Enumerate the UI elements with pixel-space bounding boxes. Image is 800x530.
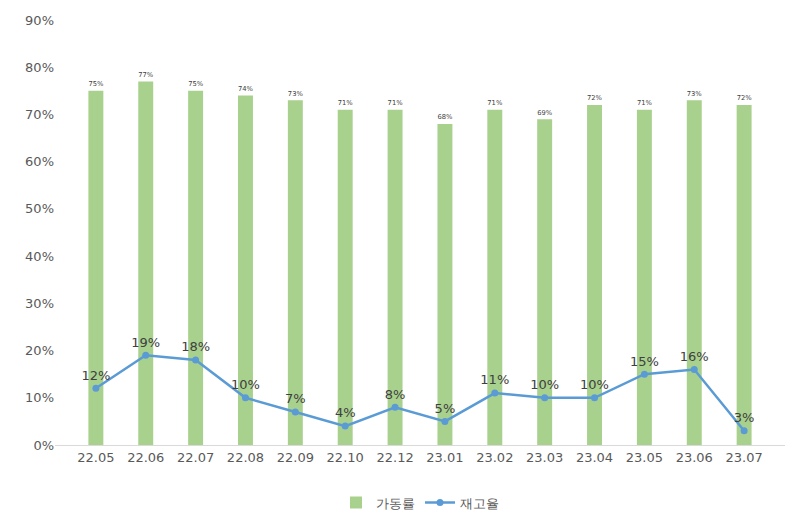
svg-text:12%: 12% <box>81 368 110 383</box>
svg-text:22.12: 22.12 <box>376 450 413 465</box>
svg-text:0%: 0% <box>33 438 54 453</box>
svg-text:5%: 5% <box>435 401 456 416</box>
svg-text:69%: 69% <box>537 109 553 117</box>
svg-text:73%: 73% <box>687 90 703 98</box>
svg-text:75%: 75% <box>88 80 104 88</box>
svg-text:72%: 72% <box>737 94 753 102</box>
svg-text:16%: 16% <box>680 349 709 364</box>
svg-text:23.04: 23.04 <box>576 450 613 465</box>
svg-text:71%: 71% <box>388 99 404 107</box>
svg-text:10%: 10% <box>25 390 54 405</box>
svg-text:22.08: 22.08 <box>227 450 264 465</box>
svg-text:72%: 72% <box>587 94 603 102</box>
svg-text:20%: 20% <box>25 343 54 358</box>
svg-text:71%: 71% <box>487 99 503 107</box>
svg-text:22.10: 22.10 <box>327 450 364 465</box>
svg-text:8%: 8% <box>385 387 406 402</box>
svg-text:23.03: 23.03 <box>526 450 563 465</box>
svg-text:19%: 19% <box>131 335 160 350</box>
svg-text:22.07: 22.07 <box>177 450 214 465</box>
svg-text:50%: 50% <box>25 201 54 216</box>
svg-text:가동률: 가동률 <box>376 496 415 511</box>
svg-text:7%: 7% <box>285 391 306 406</box>
svg-text:10%: 10% <box>231 377 260 392</box>
svg-text:23.01: 23.01 <box>426 450 463 465</box>
svg-text:90%: 90% <box>25 13 54 28</box>
svg-text:75%: 75% <box>188 80 204 88</box>
svg-text:4%: 4% <box>335 405 356 420</box>
svg-text:40%: 40% <box>25 249 54 264</box>
svg-text:60%: 60% <box>25 154 54 169</box>
svg-text:3%: 3% <box>734 410 755 425</box>
svg-text:23.05: 23.05 <box>626 450 663 465</box>
svg-text:22.05: 22.05 <box>77 450 114 465</box>
svg-text:18%: 18% <box>181 339 210 354</box>
svg-text:재고율: 재고율 <box>460 496 499 511</box>
svg-text:68%: 68% <box>437 113 453 121</box>
svg-text:23.07: 23.07 <box>726 450 763 465</box>
svg-text:73%: 73% <box>288 90 304 98</box>
svg-text:22.06: 22.06 <box>127 450 164 465</box>
svg-text:10%: 10% <box>530 377 559 392</box>
svg-text:23.02: 23.02 <box>476 450 513 465</box>
svg-text:15%: 15% <box>630 354 659 369</box>
svg-text:22.09: 22.09 <box>277 450 314 465</box>
svg-text:23.06: 23.06 <box>676 450 713 465</box>
svg-text:11%: 11% <box>480 372 509 387</box>
svg-text:71%: 71% <box>338 99 354 107</box>
svg-text:74%: 74% <box>238 85 254 93</box>
svg-text:30%: 30% <box>25 296 54 311</box>
svg-text:71%: 71% <box>637 99 653 107</box>
svg-text:80%: 80% <box>25 60 54 75</box>
svg-text:70%: 70% <box>25 107 54 122</box>
svg-text:10%: 10% <box>580 377 609 392</box>
svg-text:77%: 77% <box>138 71 154 79</box>
